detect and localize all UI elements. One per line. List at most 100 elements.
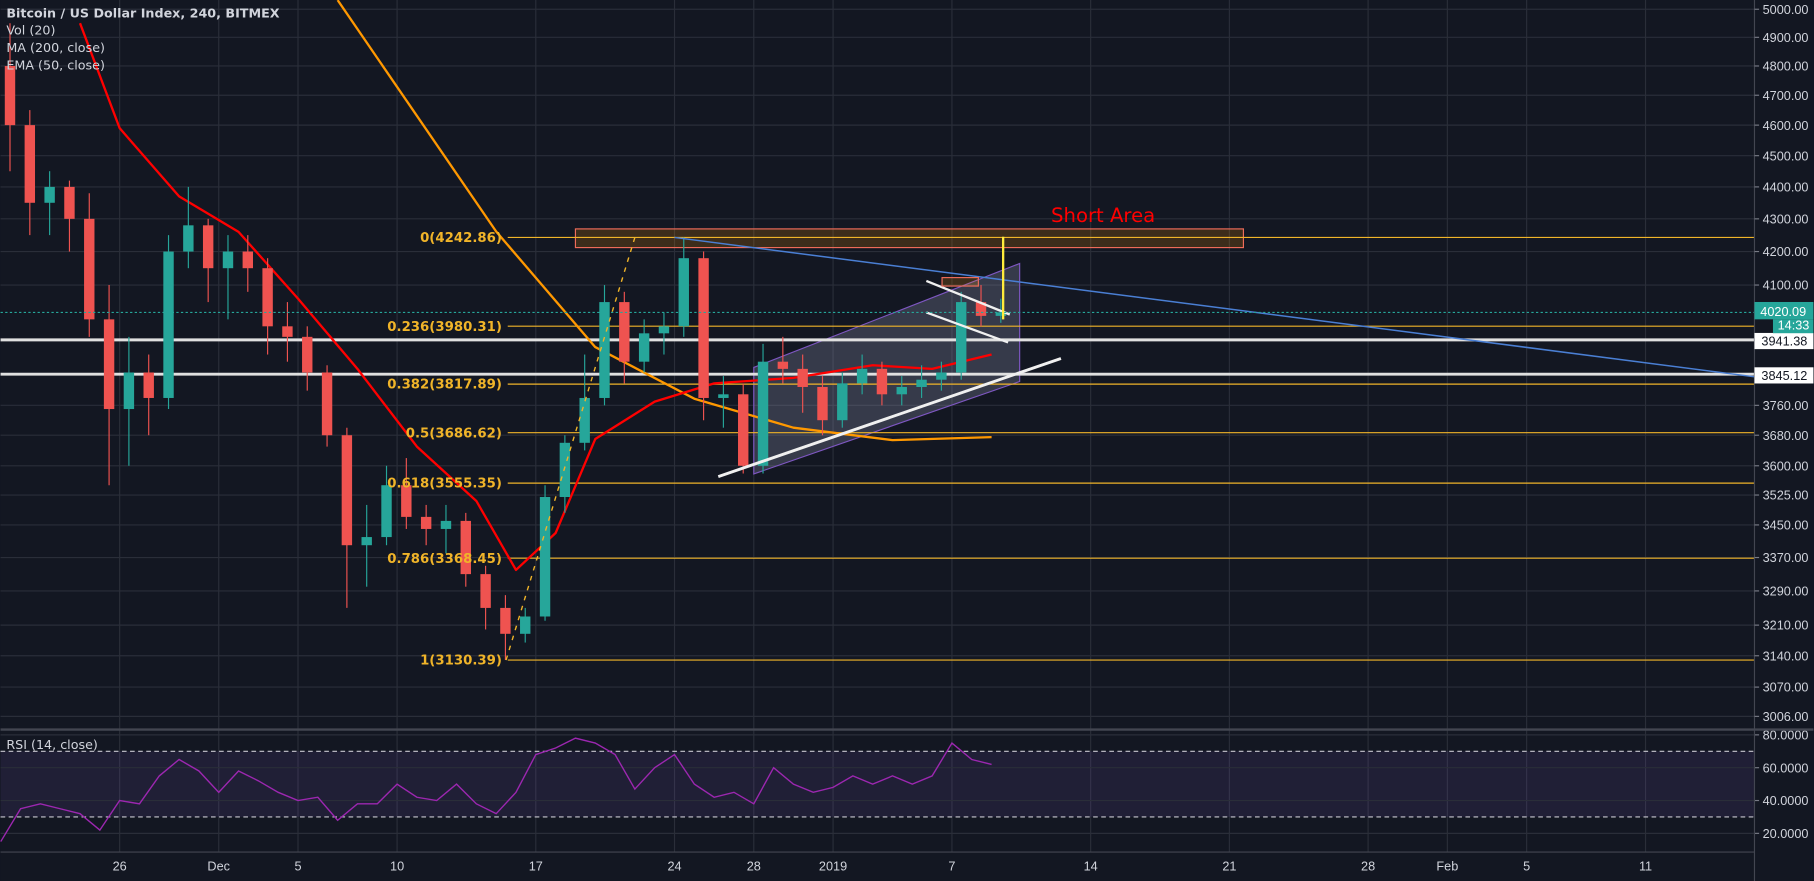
candle	[24, 110, 36, 236]
flag-lower-line[interactable]	[925, 311, 1009, 344]
time-axis-label: 14	[1084, 859, 1098, 874]
candle	[619, 291, 630, 384]
candle-body	[341, 435, 353, 546]
candle-body	[143, 372, 154, 398]
candle	[64, 180, 75, 252]
legend-ema50[interactable]: EMA (50, close)	[6, 57, 105, 72]
blue-trendline[interactable]	[674, 236, 1755, 378]
time-axis-label: 24	[667, 859, 681, 874]
candle-body	[955, 302, 967, 373]
small-target-box[interactable]	[941, 277, 979, 287]
price-axis-label: 3140.00	[1763, 648, 1809, 663]
candle	[420, 504, 432, 546]
candle-body	[4, 65, 16, 126]
flag-upper-line[interactable]	[925, 279, 1011, 316]
candle-body	[123, 372, 135, 410]
rsi-axis-label: 60.0000	[1763, 760, 1809, 775]
legend-ma200[interactable]: MA (200, close)	[6, 40, 105, 55]
candle	[975, 285, 987, 327]
candle-body	[480, 574, 491, 608]
price-tag-label: 3941.38	[1761, 334, 1807, 349]
candle-body	[321, 372, 333, 436]
candle	[183, 186, 194, 269]
candle	[757, 343, 769, 474]
price-axis-label: 4200.00	[1763, 244, 1809, 259]
candle-body	[559, 442, 571, 498]
fib-level-label: 0(4242.86)	[420, 231, 502, 246]
candle-body	[163, 251, 174, 398]
time-axis-label: 28	[747, 859, 761, 874]
time-axis-label: 5	[1523, 859, 1530, 874]
drawings-front[interactable]: Short Area 0(4242.86) 0.236(3980.31) 0.382(…	[0, 204, 1755, 669]
time-axis-label: 26	[113, 859, 127, 874]
parallel-channel[interactable]	[753, 262, 1021, 475]
price-axis-label: 4400.00	[1763, 180, 1809, 195]
candle	[163, 235, 174, 410]
price-axis-label: 4100.00	[1763, 278, 1809, 293]
candle-body	[738, 394, 749, 466]
support-trendline[interactable]	[717, 357, 1062, 478]
candle	[579, 354, 590, 451]
price-axis-label: 3680.00	[1763, 428, 1809, 443]
rsi-axis-label: 40.0000	[1763, 793, 1809, 808]
fib-level-label: 0.786(3368.45)	[387, 552, 502, 567]
candle-body	[222, 251, 234, 269]
rsi-axis-label: 20.0000	[1763, 826, 1809, 841]
candle	[599, 285, 610, 406]
candle	[817, 376, 828, 436]
price-axis-label: 3525.00	[1763, 488, 1809, 503]
candle	[559, 435, 571, 513]
price-axis-label: 4700.00	[1763, 88, 1809, 103]
fib-level-label: 1(3130.39)	[420, 654, 502, 669]
candle	[460, 512, 471, 587]
fib-level-label: 0.5(3686.62)	[406, 426, 502, 441]
candle	[856, 354, 868, 395]
candle	[698, 251, 709, 421]
price-tag-horizontal-line	[1754, 367, 1814, 384]
candle	[381, 465, 392, 546]
legend-rsi[interactable]: RSI (14, close)	[6, 737, 98, 752]
candle	[242, 235, 254, 292]
candle-body	[579, 397, 590, 443]
price-axis-label: 4600.00	[1763, 118, 1809, 133]
fib-level-label: 0.382(3817.89)	[387, 378, 502, 393]
candle	[222, 235, 234, 320]
short-area-box[interactable]	[574, 228, 1245, 249]
candle-body	[520, 616, 531, 634]
candle	[539, 485, 551, 621]
candle	[44, 171, 55, 236]
rsi-band-fill	[0, 751, 1755, 817]
price-axis-label: 3600.00	[1763, 458, 1809, 473]
candles	[4, 23, 1007, 661]
price-axis-label: 3760.00	[1763, 398, 1809, 413]
price-axis-label: 3290.00	[1763, 584, 1809, 599]
price-tag-horizontal-line	[1754, 332, 1814, 350]
rsi-pane[interactable]: 80.0000 60.0000 40.0000 20.0000	[0, 727, 1809, 842]
fib-level-label: 0.618(3555.35)	[387, 477, 502, 492]
candle	[361, 504, 372, 587]
candle-body	[718, 394, 729, 398]
time-axis-label: 10	[390, 859, 404, 874]
candle	[500, 595, 511, 661]
candle	[440, 504, 452, 554]
candle-body	[84, 218, 95, 320]
countdown-tag	[1772, 319, 1814, 334]
candle-body	[698, 258, 709, 398]
candle-body	[896, 386, 907, 395]
price-axis-label: 3070.00	[1763, 680, 1809, 695]
price-axis-label: 3450.00	[1763, 518, 1809, 533]
fib-trend-dashed[interactable]	[505, 237, 636, 661]
legend-vol[interactable]: Vol (20)	[6, 23, 55, 38]
time-axis-label: Feb	[1436, 859, 1458, 874]
candle-body	[638, 333, 650, 362]
candle-body	[103, 319, 115, 410]
candle-body	[302, 336, 313, 373]
candle-body	[183, 225, 194, 252]
candle-body	[856, 368, 868, 384]
price-axis-label: 4800.00	[1763, 59, 1809, 74]
rsi-line	[0, 737, 992, 842]
countdown-label: 14:33	[1778, 318, 1810, 333]
candle	[123, 336, 135, 466]
